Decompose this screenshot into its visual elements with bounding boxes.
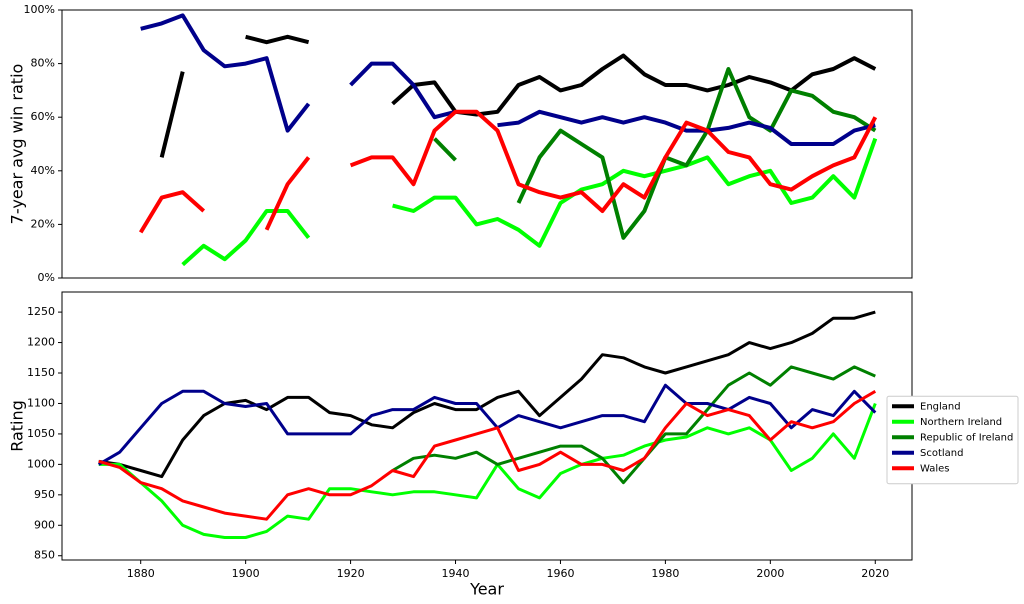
y-tick-label: 40% xyxy=(31,164,55,177)
x-axis-label: Year xyxy=(469,580,504,599)
legend-label: Scotland xyxy=(920,448,963,459)
series-line xyxy=(97,383,877,466)
series-line xyxy=(159,34,877,158)
x-tick-label: 2000 xyxy=(756,567,784,580)
y-tick-label: 1250 xyxy=(27,305,55,318)
x-tick-label: 1960 xyxy=(546,567,574,580)
x-tick-label: 1980 xyxy=(651,567,679,580)
series-line xyxy=(98,402,877,539)
y-tick-label: 1000 xyxy=(27,457,55,470)
y-tick-label: 100% xyxy=(24,3,55,16)
series-line xyxy=(181,137,878,267)
y-tick-label: 20% xyxy=(31,217,55,230)
legend-label: Northern Ireland xyxy=(920,417,1002,428)
y-tick-label: 950 xyxy=(34,488,55,501)
y-tick-label: 1050 xyxy=(27,427,55,440)
series-line xyxy=(98,390,877,521)
series-line xyxy=(98,310,876,479)
x-tick-label: 2020 xyxy=(861,567,889,580)
legend-label: England xyxy=(920,401,961,412)
series-line xyxy=(433,67,877,240)
y-tick-label: 850 xyxy=(34,549,55,562)
x-tick-label: 1940 xyxy=(442,567,470,580)
legend: England Northern Ireland Republic of Irela… xyxy=(886,395,1019,485)
y-tick-label: 80% xyxy=(31,57,55,70)
series-line xyxy=(138,109,878,234)
y-tick-label: 900 xyxy=(34,518,55,531)
legend-label: Wales xyxy=(920,463,950,474)
plot-frame xyxy=(61,9,913,279)
y-tick-label: 1200 xyxy=(27,336,55,349)
legend-box xyxy=(886,395,1019,485)
legend-label: Republic of Ireland xyxy=(920,432,1013,443)
y-tick-label: 0% xyxy=(38,271,55,284)
x-tick-label: 1920 xyxy=(337,567,365,580)
y-axis-label: Rating xyxy=(8,400,27,452)
y-tick-label: 60% xyxy=(31,110,55,123)
y-tick-label: 1100 xyxy=(27,396,55,409)
y-tick-label: 1150 xyxy=(27,366,55,379)
series-line xyxy=(140,13,876,146)
y-axis-label: 7-year avg win ratio xyxy=(8,64,27,225)
series-line xyxy=(391,365,876,485)
x-tick-label: 1880 xyxy=(127,567,155,580)
x-tick-label: 1900 xyxy=(232,567,260,580)
